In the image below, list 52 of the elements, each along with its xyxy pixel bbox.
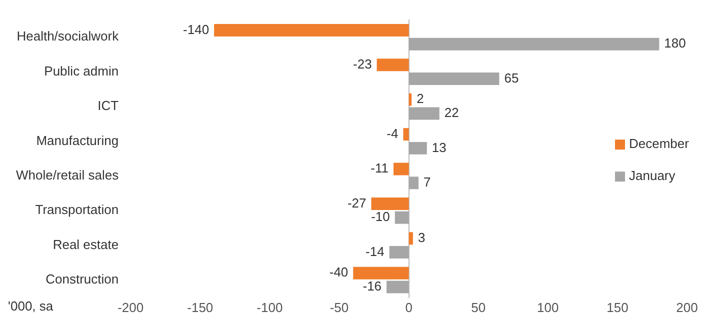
y-tick-label: Construction [46,272,119,287]
bar [394,211,409,224]
bar [408,107,440,120]
y-tick-label: Transportation [35,202,119,218]
bar [408,38,660,50]
x-tick-label: -100 [256,300,283,315]
bar [408,72,500,86]
bar [394,162,409,176]
x-tick-label: -150 [187,300,214,315]
legend-label: December [629,136,690,152]
bar [386,280,409,294]
bar [408,232,413,245]
bar [408,142,427,154]
x-tick-label: 50 [471,300,486,315]
x-tick-label: 100 [537,300,559,315]
data-label: 65 [504,70,519,86]
x-tick-label: 200 [676,300,698,315]
data-label: -23 [353,56,372,72]
y-tick-label: Manufacturing [36,132,119,148]
bar [408,93,412,106]
data-label: -27 [347,195,366,210]
bar [371,197,409,210]
data-label: -40 [329,264,348,280]
data-label: 13 [432,140,446,155]
y-tick-label: Health/socialwork [16,28,120,44]
data-label: -10 [371,209,390,224]
bar [214,24,409,36]
y-tick-label: Public admin [44,63,119,78]
bar [353,266,409,280]
bar [376,58,409,72]
data-label: -140 [183,22,210,37]
data-label: -4 [386,126,398,141]
data-label: -16 [362,278,382,294]
bar [389,246,409,259]
bar [403,128,409,141]
data-label: 2 [416,91,424,106]
x-tick-label: 0 [405,300,412,315]
data-label: -11 [370,160,388,176]
data-label: 22 [444,105,459,120]
x-tick-label: -200 [118,300,144,315]
data-label: 180 [664,36,686,51]
legend-label: January [629,168,676,184]
y-tick-label: ICT [98,98,119,114]
bar [408,176,419,190]
y-tick-label: Real estate [52,236,119,252]
x-tick-label: 150 [606,300,628,315]
data-label: 3 [418,230,426,245]
data-label: 7 [424,174,431,190]
text: '000, sa [8,298,54,314]
y-tick-label: Whole/retail sales [16,168,120,183]
x-tick-label: -50 [330,300,349,315]
data-label: -14 [366,244,384,259]
